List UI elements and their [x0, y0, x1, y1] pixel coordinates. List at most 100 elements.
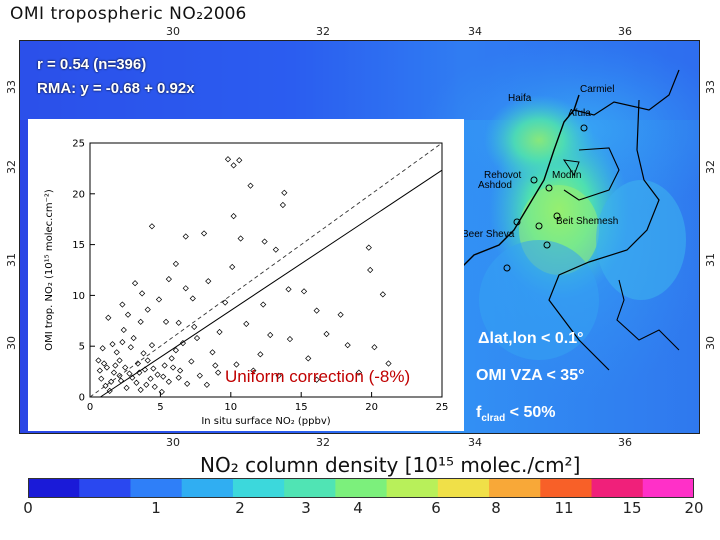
data-point — [230, 162, 237, 169]
data-point — [137, 386, 144, 393]
data-point — [103, 364, 110, 371]
data-point — [137, 318, 144, 325]
y-tick-label: 15 — [72, 240, 85, 251]
colorbar-tick: 6 — [431, 499, 441, 517]
data-point — [196, 372, 203, 379]
data-point — [260, 301, 267, 308]
correlation-text: r = 0.54 (n=396) — [37, 56, 147, 73]
data-point — [203, 381, 210, 388]
data-point — [233, 361, 240, 368]
city-label: Rehovot — [484, 170, 522, 181]
data-point — [122, 364, 129, 371]
scatter-chart: 0 5 10 15 20 25 0 5 10 15 20 25 In situ surface NO₂ … — [28, 119, 464, 431]
fclrad-annotation: fclrad < 50% — [476, 404, 556, 424]
data-point — [261, 238, 268, 245]
vza-annotation: OMI VZA < 35° — [476, 367, 585, 384]
data-point — [200, 230, 208, 237]
data-point — [279, 201, 286, 209]
data-point — [193, 334, 201, 342]
data-point — [160, 373, 167, 380]
city-label: Beit Shemesh — [556, 216, 619, 227]
data-point — [250, 367, 257, 374]
lon-tick-bottom: 34 — [468, 436, 482, 449]
data-point — [126, 370, 133, 377]
data-point — [120, 326, 127, 334]
data-point — [189, 295, 196, 302]
data-point — [243, 320, 250, 327]
lon-tick-bottom: 32 — [316, 436, 330, 449]
data-point — [168, 355, 175, 362]
colorbar-border — [28, 478, 694, 498]
data-point — [313, 376, 320, 383]
y-tick-label: 5 — [79, 342, 85, 353]
data-point — [212, 362, 219, 369]
lat-tick-left: 32 — [5, 160, 18, 174]
data-point — [175, 319, 182, 326]
colorbar-swatch — [489, 478, 541, 498]
y-axis-label: OMI trop. NO₂ (10¹⁵ molec.cm⁻²) — [44, 189, 55, 351]
colorbar-units: [10¹⁵ molec./cm²] — [404, 453, 581, 477]
data-point — [102, 382, 109, 389]
colorbar-tick: 0 — [23, 499, 33, 517]
data-point — [247, 182, 254, 189]
data-point — [179, 340, 187, 347]
data-point — [365, 244, 372, 251]
one-to-one-line — [89, 142, 443, 398]
data-point — [98, 375, 105, 382]
data-point — [154, 371, 161, 378]
data-point — [116, 357, 123, 364]
data-point — [144, 306, 151, 313]
map-title: OMI tropospheric NO₂ — [10, 4, 204, 24]
lat-tick-left: 31 — [5, 253, 18, 267]
data-point — [119, 301, 126, 308]
x-tick-label: 0 — [87, 402, 93, 413]
lat-tick-left: 33 — [5, 80, 18, 94]
data-point — [237, 235, 244, 242]
colorbar-swatch — [28, 478, 80, 498]
colorbar-tick: 20 — [684, 499, 704, 517]
data-point — [229, 263, 236, 271]
colorbar-tick: 1 — [151, 499, 161, 517]
colorbar-tick: 8 — [491, 499, 501, 517]
data-point — [371, 344, 378, 351]
data-point — [155, 296, 163, 303]
colorbar-swatch — [335, 478, 388, 498]
data-point — [169, 364, 177, 371]
lon-tick-top: 32 — [316, 25, 330, 38]
data-point — [257, 351, 264, 358]
data-point — [105, 314, 112, 321]
x-tick-label: 5 — [157, 402, 163, 413]
map-frame — [19, 40, 700, 434]
map-year: 2006 — [203, 4, 247, 24]
data-point — [272, 246, 279, 253]
colorbar-swatch — [232, 478, 285, 498]
no2-map — [19, 40, 700, 434]
data-point — [230, 213, 237, 220]
colorbar-tick: 15 — [622, 499, 642, 517]
data-point — [191, 323, 198, 330]
data-point — [286, 335, 294, 343]
city-label: Carmiel — [580, 84, 615, 95]
lat-tick-right: 33 — [704, 80, 717, 94]
uniform-correction-label: Uniform correction (-8%) — [225, 367, 411, 386]
colorbar-tick: 4 — [353, 499, 363, 517]
data-point — [130, 334, 137, 342]
data-point — [205, 278, 212, 285]
y-tick-label: 20 — [72, 189, 85, 200]
fclrad-f: f — [476, 404, 482, 421]
city-label: Modiin — [552, 170, 582, 181]
x-axis-label: In situ surface NO₂ (ppbv) — [201, 416, 330, 427]
data-point — [129, 374, 136, 381]
data-point — [285, 286, 292, 293]
data-point — [158, 388, 165, 396]
data-point — [106, 387, 113, 394]
data-point — [124, 311, 132, 318]
data-point — [119, 339, 126, 346]
data-point — [215, 369, 222, 376]
data-point — [117, 377, 125, 384]
x-tick-label: 20 — [365, 402, 378, 413]
data-point — [108, 378, 115, 385]
data-point — [147, 375, 154, 382]
colorbar-quantity: NO₂ column density — [200, 453, 399, 477]
fclrad-sub: clrad — [481, 413, 506, 425]
